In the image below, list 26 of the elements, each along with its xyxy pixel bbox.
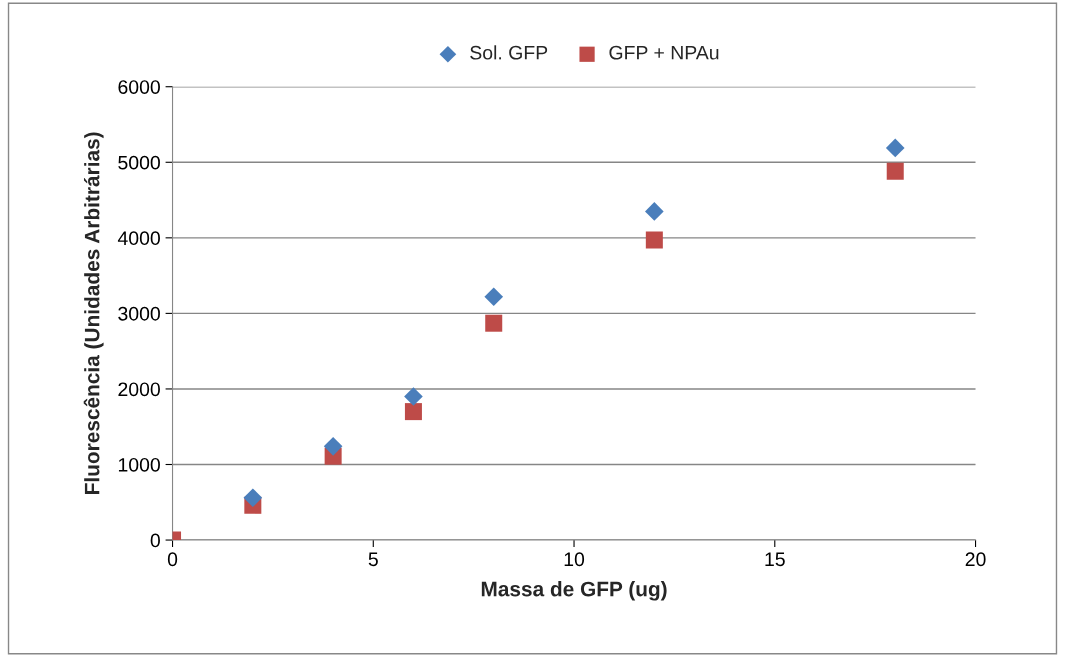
point — [645, 202, 664, 221]
point — [645, 231, 663, 249]
x-tick-label: 20 — [965, 552, 986, 567]
x-axis-title: Massa de GFP (ug) — [481, 581, 667, 601]
point — [323, 437, 343, 456]
point — [243, 488, 263, 508]
y-tick-label: 2000 — [118, 382, 160, 397]
legend-label: GFP + NPAu — [609, 45, 719, 60]
legend-label: Sol. GFP — [470, 45, 548, 60]
point — [485, 314, 503, 332]
y-tick-label: 1000 — [118, 457, 160, 472]
y-tick-label: 0 — [150, 533, 160, 548]
x-tick-label: 10 — [564, 552, 585, 567]
point — [886, 162, 904, 180]
x-tick-label: 15 — [765, 552, 785, 567]
y-tick-label: 5000 — [118, 155, 160, 170]
point — [404, 403, 422, 421]
x-tick-label: 5 — [368, 552, 378, 567]
point — [484, 287, 504, 307]
y-tick-label: 3000 — [118, 306, 160, 321]
y-axis-title: Fluorescência (Unidades Arbitrárias) — [83, 132, 104, 494]
y-tick-label: 6000 — [118, 80, 160, 94]
point — [885, 138, 905, 158]
point — [404, 387, 423, 406]
x-tick-label: 0 — [167, 552, 178, 567]
y-tick-label: 4000 — [117, 231, 160, 246]
